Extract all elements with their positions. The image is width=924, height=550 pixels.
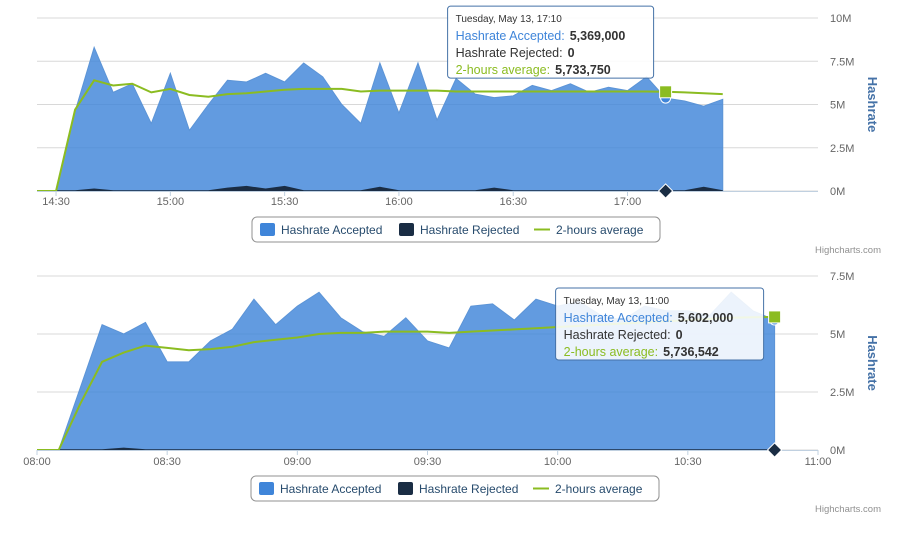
- legend-label: Hashrate Rejected: [420, 223, 519, 237]
- y-tick-label: 7.5M: [830, 56, 854, 68]
- x-tick-label: 15:00: [157, 196, 185, 208]
- legend-swatch: [398, 482, 413, 495]
- tooltip-accepted-label: Hashrate Accepted:: [564, 311, 673, 325]
- y-tick-label: 0M: [830, 445, 845, 457]
- y-tick-label: 10M: [830, 13, 851, 25]
- tooltip-average-value: 5,736,542: [663, 345, 719, 359]
- y-tick-label: 7.5M: [830, 271, 854, 283]
- y-tick-label: 5M: [830, 100, 845, 112]
- x-tick-label: 09:30: [414, 456, 442, 468]
- legend-label: Hashrate Accepted: [280, 482, 381, 496]
- y-tick-label: 2.5M: [830, 143, 854, 155]
- x-tick-label: 09:00: [284, 456, 312, 468]
- y-tick-label: 5M: [830, 329, 845, 341]
- tooltip-average-label: 2-hours average:: [564, 345, 659, 359]
- tooltip-date: Tuesday, May 13, 11:00: [564, 296, 670, 307]
- hover-marker-rejected: [766, 442, 783, 458]
- x-tick-label: 14:30: [42, 196, 70, 208]
- tooltip-box: [447, 5, 655, 79]
- tooltip-average-value: 5,733,750: [555, 63, 611, 77]
- tooltip-date: Tuesday, May 13, 17:10: [456, 14, 563, 25]
- hover-marker-rejected: [657, 183, 674, 199]
- legend-box: [251, 216, 661, 243]
- tooltip: Tuesday, May 13, 11:00 Hashrate Accepted:…: [555, 287, 765, 361]
- hover-marker-average: [659, 85, 673, 99]
- legend-label: Hashrate Rejected: [419, 482, 518, 496]
- tooltip-rejected-value: 0: [676, 328, 683, 342]
- hashrate-chart-top: 0M 2.5M 5M 7.5M 10M Hashrate 14:30 15:00 15:30 16…: [0, 0, 924, 262]
- tooltip-accepted-value: 5,602,000: [678, 311, 734, 325]
- x-tick-label: 10:00: [544, 456, 572, 468]
- chart-svg-bottom: 0M 2.5M 5M 7.5M Hashrate 08:00 08:30 09:00 09:30…: [23, 271, 881, 515]
- tooltip-rejected-value: 0: [568, 46, 575, 60]
- legend-box: [250, 475, 660, 502]
- legend-label: 2-hours average: [555, 482, 643, 496]
- x-tick-label: 16:30: [499, 196, 527, 208]
- legend-swatch: [259, 482, 274, 495]
- series-area-hashrate-accepted: [37, 45, 724, 192]
- credits-link[interactable]: Highcharts.com: [815, 245, 881, 256]
- x-tick-label: 11:00: [805, 456, 832, 468]
- legend-swatch: [260, 223, 275, 236]
- tooltip: Tuesday, May 13, 17:10 Hashrate Accepted:…: [447, 5, 655, 79]
- legend-item[interactable]: Hashrate Accepted: [259, 482, 381, 496]
- tooltip-rejected-label: Hashrate Rejected:: [564, 328, 671, 342]
- hashrate-chart-bottom: 0M 2.5M 5M 7.5M Hashrate 08:00 08:30 09:00 09:30…: [0, 262, 924, 550]
- series-line-2-hours-average: [55, 79, 723, 192]
- tooltip-box: [555, 287, 765, 361]
- tooltip-accepted-value: 5,369,000: [570, 29, 626, 43]
- x-tick-label: 17:00: [614, 196, 642, 208]
- legend-label: 2-hours average: [556, 223, 644, 237]
- y-axis-title: Hashrate: [865, 335, 880, 391]
- credits-link[interactable]: Highcharts.com: [815, 504, 881, 515]
- x-tick-label: 08:30: [153, 456, 181, 468]
- x-tick-label: 15:30: [271, 196, 299, 208]
- legend-item[interactable]: Hashrate Accepted: [260, 223, 382, 237]
- legend-item[interactable]: Hashrate Rejected: [399, 223, 519, 237]
- y-axis-title: Hashrate: [865, 77, 880, 133]
- hover-marker-average: [768, 310, 782, 324]
- legend-item[interactable]: Hashrate Rejected: [398, 482, 518, 496]
- tooltip-rejected-label: Hashrate Rejected:: [456, 46, 563, 60]
- chart-svg-top: 0M 2.5M 5M 7.5M 10M Hashrate 14:30 15:00 15:30 16…: [37, 5, 881, 256]
- x-tick-label: 10:30: [674, 456, 702, 468]
- y-tick-label: 0M: [830, 186, 845, 198]
- tooltip-accepted-label: Hashrate Accepted:: [456, 29, 565, 43]
- legend-item[interactable]: 2-hours average: [534, 223, 644, 237]
- tooltip-average-label: 2-hours average:: [456, 63, 551, 77]
- legend-label: Hashrate Accepted: [281, 223, 382, 237]
- y-tick-label: 2.5M: [830, 387, 854, 399]
- legend-item[interactable]: 2-hours average: [533, 482, 643, 496]
- x-tick-label: 16:00: [385, 196, 413, 208]
- x-tick-label: 08:00: [23, 456, 51, 468]
- legend-swatch: [399, 223, 414, 236]
